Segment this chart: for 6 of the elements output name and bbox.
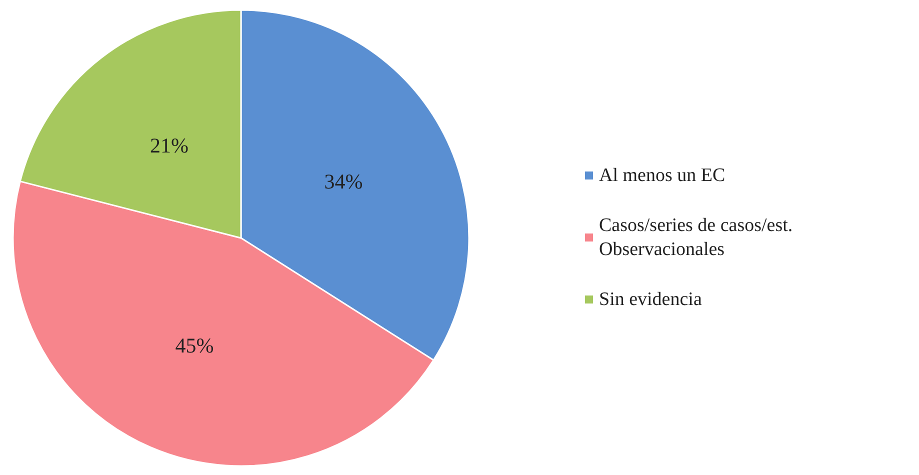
data-label: 34% — [324, 170, 363, 194]
data-label: 45% — [175, 333, 214, 358]
legend-label: Al menos un EC — [599, 165, 726, 186]
legend-label: Sin evidencia — [599, 289, 702, 310]
data-label: 21% — [150, 134, 189, 158]
legend-label: Casos/series de casos/est. Observacionales — [599, 215, 798, 260]
